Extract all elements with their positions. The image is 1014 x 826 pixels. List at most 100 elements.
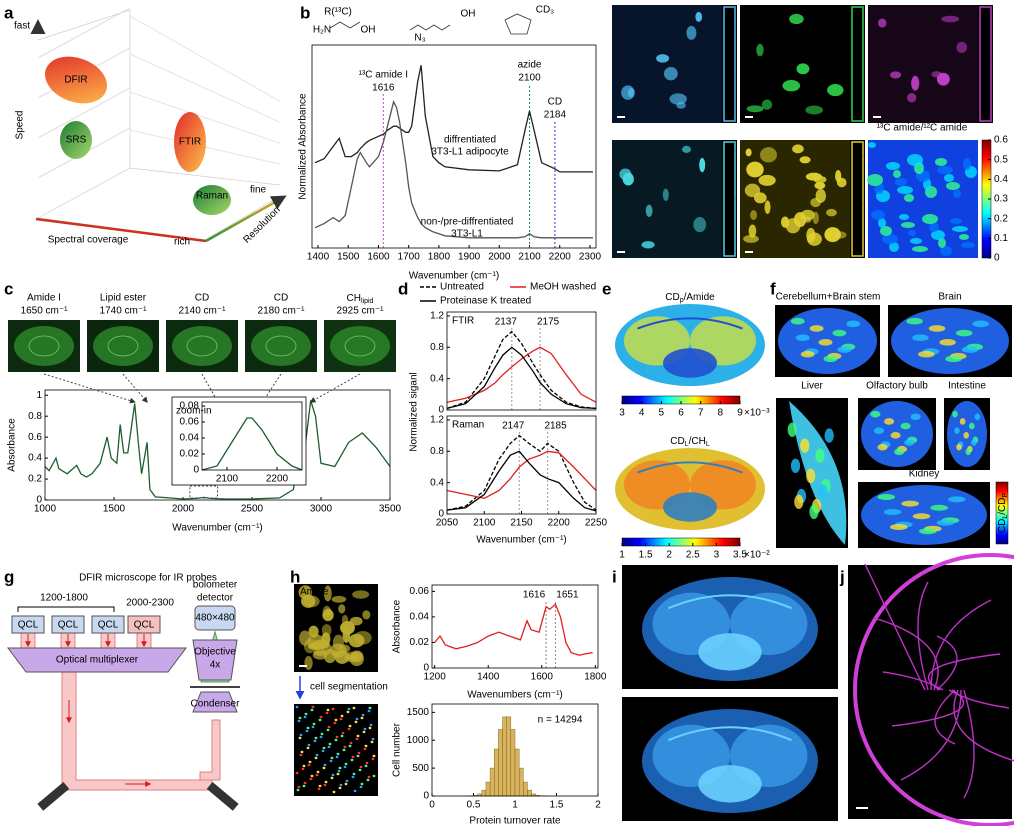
- cell: [314, 756, 318, 760]
- ratio-blob: [901, 222, 915, 228]
- cell: [351, 775, 355, 779]
- cell: [297, 719, 301, 723]
- grid-line: [37, 9, 131, 41]
- cell: [296, 788, 300, 792]
- objective-label: 4x: [210, 660, 221, 671]
- cell-blob: [824, 227, 841, 243]
- marker-value: 2184: [544, 110, 567, 121]
- tissue-detail: [894, 448, 905, 456]
- y-tick-label: 0.4: [28, 453, 42, 464]
- colorbar-tick-label: 4: [639, 408, 645, 419]
- colorbar-tick-label: 0.3: [994, 194, 1008, 205]
- tissue-detail: [818, 484, 828, 499]
- x-tick-label: 0: [429, 800, 435, 811]
- plot-frame: [431, 584, 599, 669]
- plot-frame: [311, 44, 597, 249]
- cell-blob: [349, 616, 363, 626]
- tissue-detail: [928, 325, 946, 332]
- tissue-detail: [28, 335, 60, 357]
- cell-blob: [764, 200, 771, 215]
- tissue-detail: [790, 458, 801, 473]
- cell-blob: [814, 181, 826, 190]
- pointer: [309, 373, 361, 403]
- ratio-blob: [952, 226, 968, 232]
- tissue-detail: [952, 410, 958, 418]
- cell: [329, 759, 333, 763]
- label-box: [723, 6, 736, 122]
- grid-line: [204, 195, 281, 241]
- axis: [205, 195, 287, 243]
- hist-bar: [514, 748, 520, 797]
- marker-value: 2137: [495, 317, 518, 328]
- cell-blob: [619, 168, 632, 180]
- plot-frame: [201, 401, 303, 471]
- tissue-detail: [815, 448, 825, 463]
- cell: [330, 776, 334, 780]
- cell-blob: [745, 148, 752, 157]
- colorbar: [995, 481, 1009, 545]
- tissue-title: Brain: [938, 292, 961, 303]
- ratio-blob: [897, 186, 913, 194]
- y-tick-label: 0.06: [410, 586, 430, 597]
- x-axis-label: Protein turnover rate: [469, 816, 561, 826]
- cell: [360, 716, 364, 720]
- marker-value: 1651: [556, 590, 579, 601]
- cell-blob: [348, 633, 365, 648]
- y-tick-label: 1500: [407, 707, 430, 718]
- curve-label: 3T3-L1: [451, 229, 483, 240]
- colorbar-tick-label: 3.5: [733, 550, 747, 561]
- ratio-blob: [908, 230, 916, 236]
- tissue-title: Kidney: [909, 469, 940, 480]
- y-tick-label: 0.02: [410, 637, 430, 648]
- detector-caption: detector: [197, 593, 234, 604]
- cell-blob: [805, 172, 822, 181]
- chem-sketch: [504, 13, 532, 35]
- plot-title: zoom-in: [176, 406, 212, 417]
- tissue-detail: [186, 335, 218, 357]
- hist-bar: [485, 781, 491, 797]
- vessel: [900, 689, 962, 781]
- tissue-detail: [877, 494, 896, 500]
- x-tick-label: 2100: [216, 474, 239, 485]
- image-label: FTIR: [630, 572, 652, 583]
- cell: [358, 768, 362, 772]
- tissue-detail: [824, 428, 834, 443]
- cell: [349, 741, 353, 745]
- tissue-detail: [971, 439, 977, 446]
- colorbar-tick-label: 0.1: [994, 233, 1008, 244]
- colorbar-tick-label: 2: [666, 550, 672, 561]
- tissue-detail: [883, 509, 902, 515]
- ratio-blob: [889, 242, 899, 252]
- tissue: [330, 326, 390, 366]
- cell: [312, 722, 316, 726]
- cell-blob: [941, 15, 960, 23]
- cell: [299, 753, 303, 757]
- cell: [356, 754, 360, 758]
- cell: [336, 752, 340, 756]
- tissue-detail: [837, 346, 852, 353]
- cell: [335, 735, 339, 739]
- x-tick-label: 2500: [241, 504, 264, 515]
- cell: [319, 735, 323, 739]
- colorbar-tick-label: 3: [619, 408, 625, 419]
- ratio-blob: [886, 162, 900, 170]
- hist-bar: [518, 767, 524, 797]
- image-title: Lipid ester: [100, 293, 147, 304]
- cell: [353, 789, 357, 793]
- x-tick-label: 2200: [548, 518, 571, 529]
- grid-line: [37, 87, 131, 139]
- image-title: CD: [195, 293, 209, 304]
- x-axis-label: Wavenumber (cm⁻¹): [172, 523, 262, 534]
- image-label: ¹³C Amide I (1616 cm⁻¹): [981, 11, 992, 117]
- x-tick-label: 2100: [473, 518, 496, 529]
- cell-blob: [329, 643, 347, 658]
- tissue-detail: [790, 317, 805, 325]
- x-tick-label: 1800: [584, 672, 607, 683]
- data-line: [434, 603, 593, 656]
- cell: [309, 777, 313, 781]
- x-axis-label: Wavenumber (cm⁻¹): [409, 271, 499, 282]
- cell: [321, 749, 325, 753]
- cell-blob: [789, 13, 804, 25]
- label-box: [979, 6, 992, 122]
- cell: [338, 766, 342, 770]
